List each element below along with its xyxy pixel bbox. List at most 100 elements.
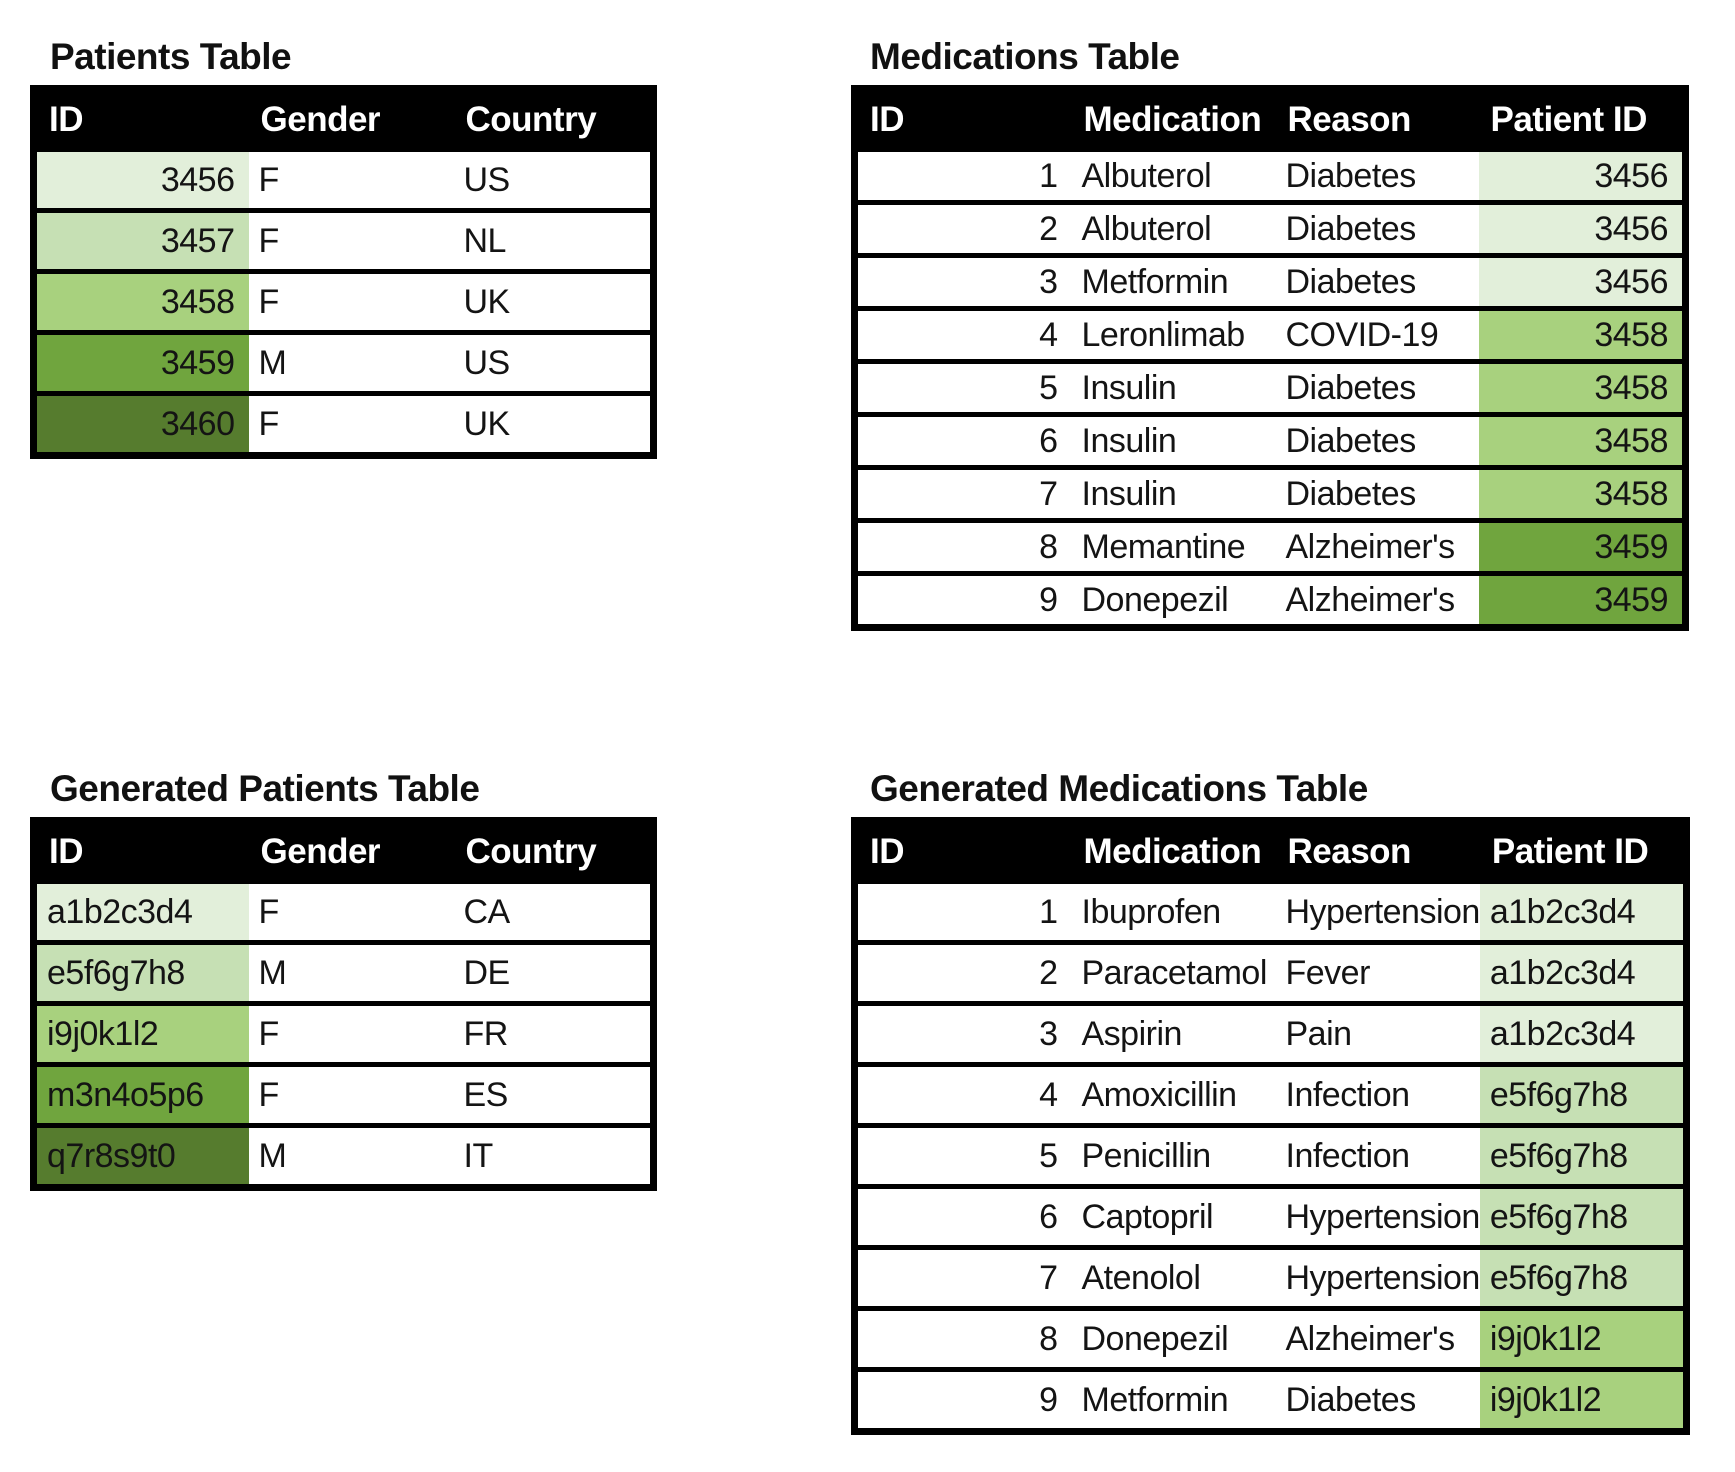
column-header-gender[interactable]: Gender xyxy=(248,88,454,150)
cell-id[interactable]: a1b2c3d4 xyxy=(33,879,249,945)
cell-reason[interactable]: COVID-19 xyxy=(1275,306,1479,364)
cell-medication[interactable]: Albuterol xyxy=(1071,147,1276,205)
column-header-id[interactable]: ID xyxy=(854,820,1072,882)
cell-reason[interactable]: Diabetes xyxy=(1275,147,1479,205)
column-header-country[interactable]: Country xyxy=(453,820,654,882)
cell-medication[interactable]: Aspirin xyxy=(1071,1001,1276,1067)
cell-country[interactable]: CA xyxy=(453,879,654,945)
cell-id[interactable]: 1 xyxy=(854,147,1072,205)
cell-gender[interactable]: F xyxy=(248,147,454,213)
cell-patient-id[interactable]: 3458 xyxy=(1478,359,1686,417)
cell-medication[interactable]: Donepezil xyxy=(1071,571,1276,630)
cell-gender[interactable]: F xyxy=(248,208,454,274)
cell-medication[interactable]: Insulin xyxy=(1071,465,1276,523)
cell-medication[interactable]: Metformin xyxy=(1071,1367,1276,1434)
cell-country[interactable]: UK xyxy=(453,391,654,458)
cell-gender[interactable]: F xyxy=(248,269,454,335)
cell-patient-id[interactable]: e5f6g7h8 xyxy=(1479,1123,1687,1189)
cell-gender[interactable]: F xyxy=(248,879,454,945)
cell-reason[interactable]: Alzheimer's xyxy=(1275,518,1479,576)
cell-medication[interactable]: Insulin xyxy=(1071,412,1276,470)
cell-country[interactable]: US xyxy=(453,330,654,396)
column-header-patient-id[interactable]: Patient ID xyxy=(1478,88,1686,150)
cell-medication[interactable]: Paracetamol xyxy=(1071,940,1276,1006)
cell-reason[interactable]: Hypertension xyxy=(1275,1184,1480,1250)
cell-medication[interactable]: Penicillin xyxy=(1071,1123,1276,1189)
cell-medication[interactable]: Albuterol xyxy=(1071,200,1276,258)
cell-gender[interactable]: M xyxy=(248,940,454,1006)
cell-reason[interactable]: Alzheimer's xyxy=(1275,571,1479,630)
cell-id[interactable]: 9 xyxy=(854,1367,1072,1434)
cell-id[interactable]: 3458 xyxy=(33,269,249,335)
cell-gender[interactable]: M xyxy=(248,330,454,396)
cell-patient-id[interactable]: e5f6g7h8 xyxy=(1479,1245,1687,1311)
cell-medication[interactable]: Insulin xyxy=(1071,359,1276,417)
cell-id[interactable]: q7r8s9t0 xyxy=(33,1123,249,1190)
cell-id[interactable]: 8 xyxy=(854,518,1072,576)
cell-id[interactable]: i9j0k1l2 xyxy=(33,1001,249,1067)
cell-patient-id[interactable]: e5f6g7h8 xyxy=(1479,1062,1687,1128)
column-header-medication[interactable]: Medication xyxy=(1071,88,1276,150)
cell-id[interactable]: 9 xyxy=(854,571,1072,630)
cell-reason[interactable]: Fever xyxy=(1275,940,1480,1006)
cell-medication[interactable]: Donepezil xyxy=(1071,1306,1276,1372)
column-header-id[interactable]: ID xyxy=(33,88,249,150)
cell-medication[interactable]: Atenolol xyxy=(1071,1245,1276,1311)
cell-id[interactable]: 5 xyxy=(854,1123,1072,1189)
cell-country[interactable]: DE xyxy=(453,940,654,1006)
cell-reason[interactable]: Diabetes xyxy=(1275,465,1479,523)
cell-reason[interactable]: Alzheimer's xyxy=(1275,1306,1480,1372)
cell-medication[interactable]: Memantine xyxy=(1071,518,1276,576)
cell-gender[interactable]: M xyxy=(248,1123,454,1190)
column-header-gender[interactable]: Gender xyxy=(248,820,454,882)
cell-medication[interactable]: Captopril xyxy=(1071,1184,1276,1250)
cell-gender[interactable]: F xyxy=(248,391,454,458)
cell-id[interactable]: 6 xyxy=(854,1184,1072,1250)
cell-reason[interactable]: Hypertension xyxy=(1275,1245,1480,1311)
cell-id[interactable]: 3 xyxy=(854,253,1072,311)
cell-country[interactable]: IT xyxy=(453,1123,654,1190)
cell-reason[interactable]: Diabetes xyxy=(1275,1367,1480,1434)
cell-reason[interactable]: Diabetes xyxy=(1275,359,1479,417)
cell-medication[interactable]: Metformin xyxy=(1071,253,1276,311)
cell-country[interactable]: US xyxy=(453,147,654,213)
cell-reason[interactable]: Hypertension xyxy=(1275,879,1480,945)
cell-patient-id[interactable]: i9j0k1l2 xyxy=(1479,1306,1687,1372)
cell-id[interactable]: 1 xyxy=(854,879,1072,945)
cell-medication[interactable]: Ibuprofen xyxy=(1071,879,1276,945)
cell-patient-id[interactable]: e5f6g7h8 xyxy=(1479,1184,1687,1250)
cell-id[interactable]: 4 xyxy=(854,1062,1072,1128)
cell-patient-id[interactable]: a1b2c3d4 xyxy=(1479,879,1687,945)
cell-id[interactable]: 2 xyxy=(854,200,1072,258)
cell-id[interactable]: 3 xyxy=(854,1001,1072,1067)
cell-id[interactable]: 5 xyxy=(854,359,1072,417)
cell-country[interactable]: FR xyxy=(453,1001,654,1067)
cell-id[interactable]: 2 xyxy=(854,940,1072,1006)
cell-gender[interactable]: F xyxy=(248,1062,454,1128)
cell-patient-id[interactable]: 3459 xyxy=(1478,571,1686,630)
cell-patient-id[interactable]: 3459 xyxy=(1478,518,1686,576)
cell-patient-id[interactable]: i9j0k1l2 xyxy=(1479,1367,1687,1434)
cell-country[interactable]: NL xyxy=(453,208,654,274)
column-header-id[interactable]: ID xyxy=(33,820,249,882)
cell-id[interactable]: 3459 xyxy=(33,330,249,396)
cell-patient-id[interactable]: 3458 xyxy=(1478,412,1686,470)
cell-reason[interactable]: Diabetes xyxy=(1275,200,1479,258)
column-header-country[interactable]: Country xyxy=(453,88,654,150)
cell-id[interactable]: 7 xyxy=(854,1245,1072,1311)
cell-reason[interactable]: Infection xyxy=(1275,1123,1480,1189)
column-header-reason[interactable]: Reason xyxy=(1275,88,1479,150)
cell-id[interactable]: 8 xyxy=(854,1306,1072,1372)
cell-gender[interactable]: F xyxy=(248,1001,454,1067)
cell-id[interactable]: 3457 xyxy=(33,208,249,274)
cell-patient-id[interactable]: a1b2c3d4 xyxy=(1479,940,1687,1006)
cell-reason[interactable]: Diabetes xyxy=(1275,412,1479,470)
cell-medication[interactable]: Leronlimab xyxy=(1071,306,1276,364)
cell-id[interactable]: 3456 xyxy=(33,147,249,213)
column-header-patient-id[interactable]: Patient ID xyxy=(1479,820,1687,882)
column-header-medication[interactable]: Medication xyxy=(1071,820,1276,882)
cell-id[interactable]: 6 xyxy=(854,412,1072,470)
cell-country[interactable]: ES xyxy=(453,1062,654,1128)
cell-reason[interactable]: Diabetes xyxy=(1275,253,1479,311)
column-header-id[interactable]: ID xyxy=(854,88,1072,150)
